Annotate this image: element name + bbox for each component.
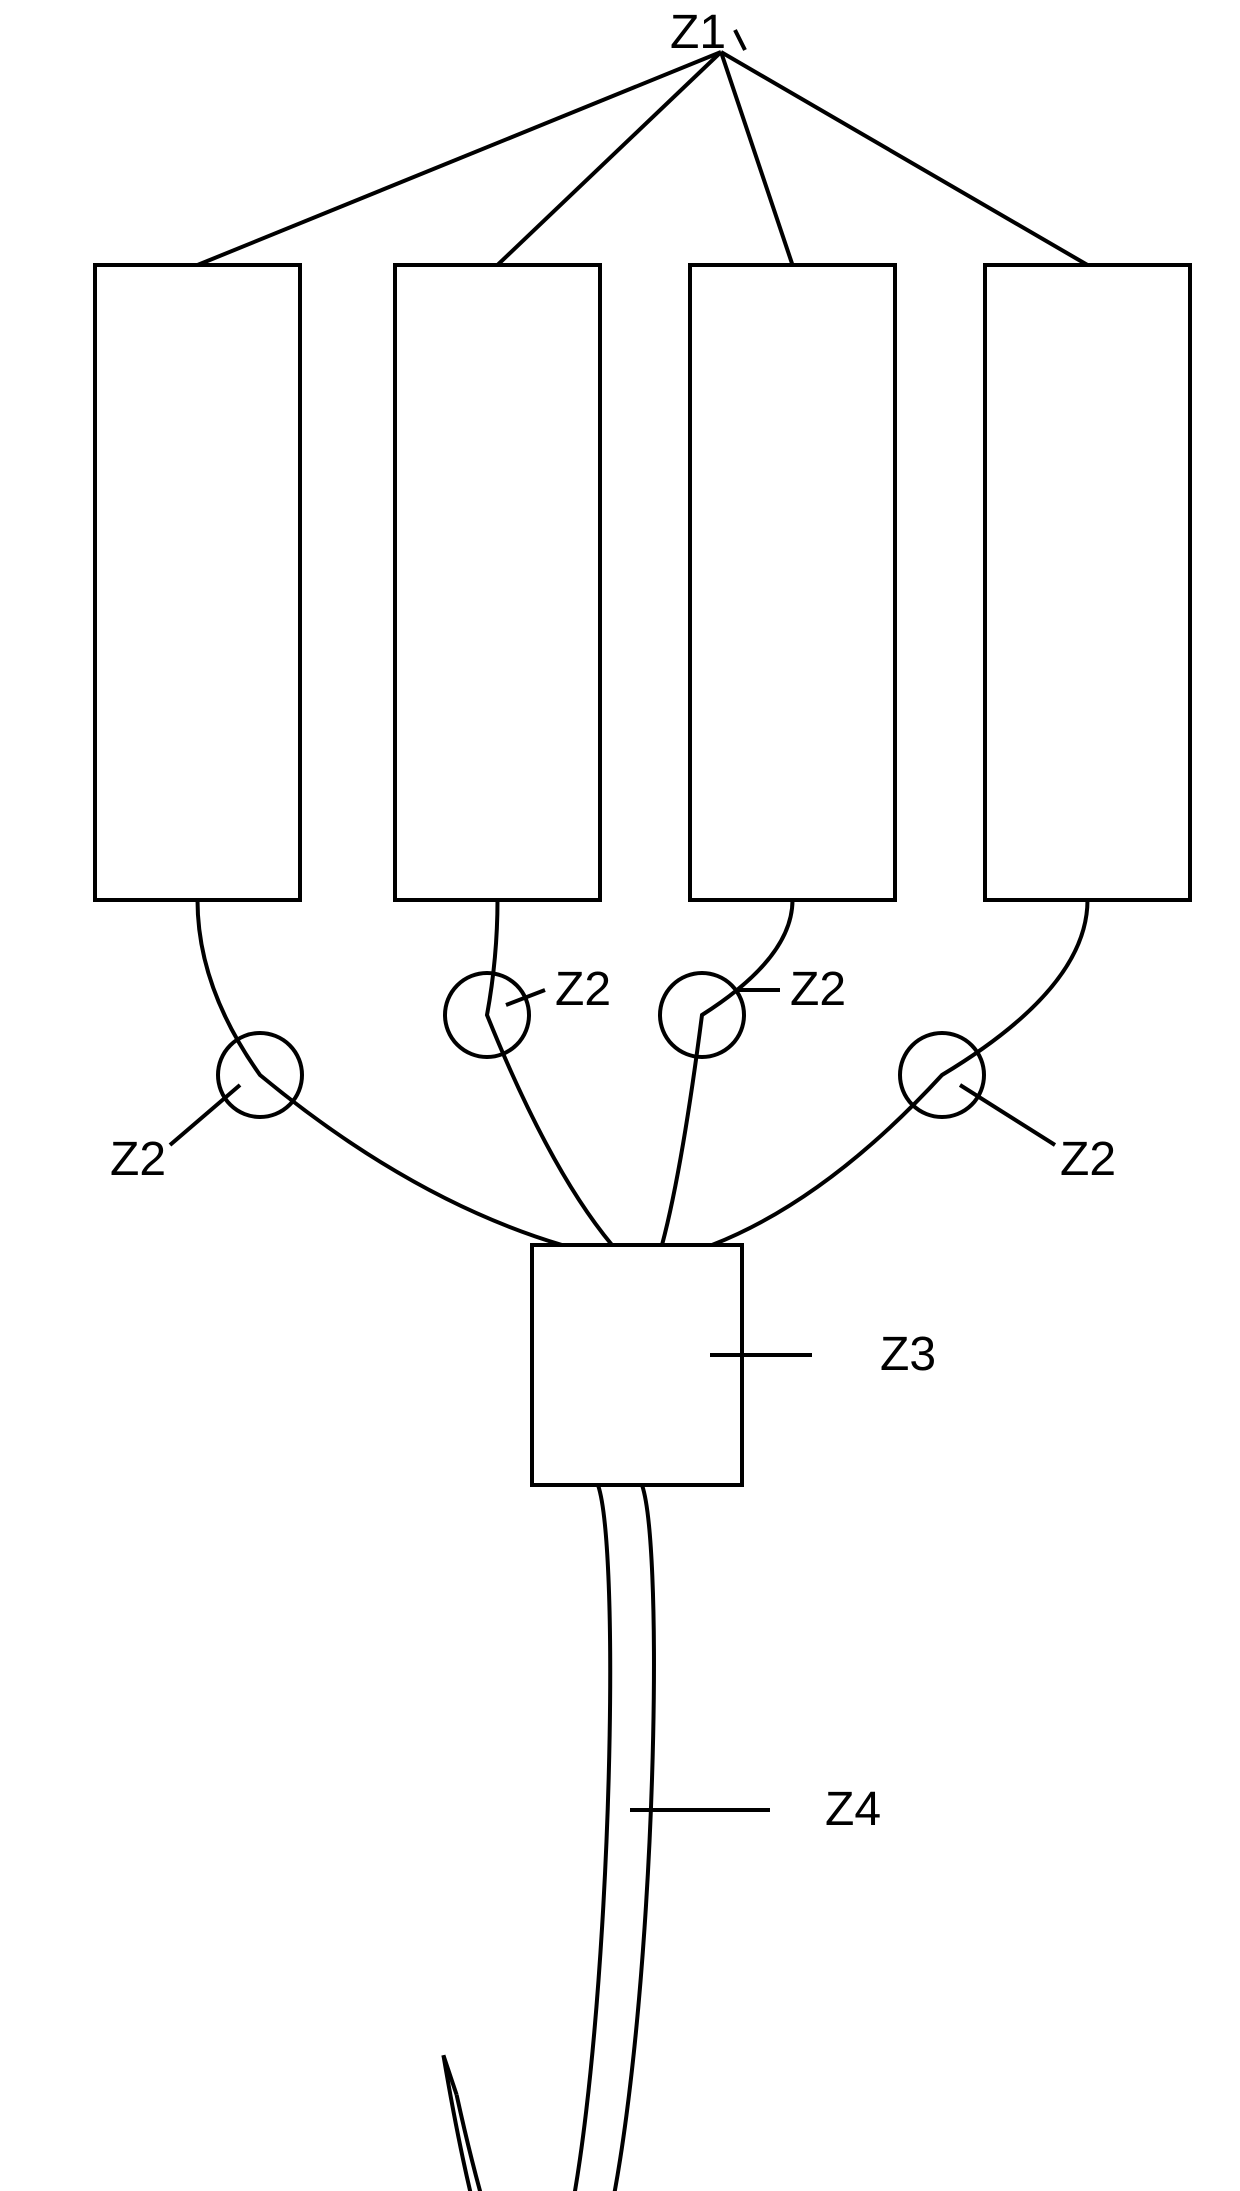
label-z2: Z2: [790, 963, 846, 1016]
label-z3: Z3: [880, 1328, 936, 1381]
label-z2: Z2: [1060, 1133, 1116, 1186]
junction-box: [532, 1245, 742, 1485]
label-z1: Z1: [670, 6, 726, 59]
label-z2: Z2: [555, 963, 611, 1016]
label-z4: Z4: [825, 1783, 881, 1836]
label-z2: Z2: [110, 1133, 166, 1186]
